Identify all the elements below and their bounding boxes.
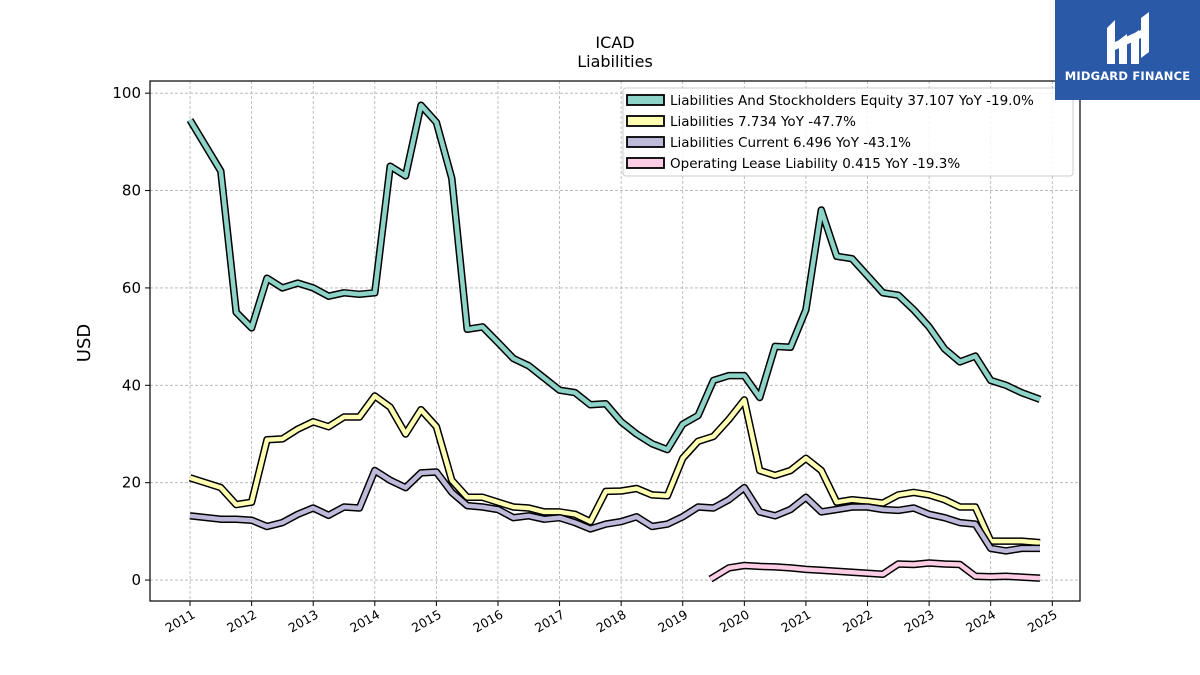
x-tick-label: 2016 bbox=[470, 607, 505, 636]
x-tick-label: 2017 bbox=[532, 607, 567, 636]
x-tick-label: 2012 bbox=[224, 607, 259, 636]
x-tick-label: 2011 bbox=[162, 607, 197, 636]
legend-label: Liabilities And Stockholders Equity 37.1… bbox=[670, 93, 1034, 109]
legend-label: Operating Lease Liability 0.415 YoY -19.… bbox=[670, 156, 960, 172]
x-tick-label: 2024 bbox=[963, 607, 998, 636]
y-axis-ticks: 0 20 40 60 80 100 bbox=[112, 84, 150, 589]
x-tick-label: 2020 bbox=[717, 607, 752, 636]
plot-frame bbox=[149, 80, 1081, 602]
chart-title: ICAD bbox=[595, 33, 634, 52]
y-tick-label: 20 bbox=[122, 474, 141, 492]
legend-label: Liabilities Current 6.496 YoY -43.1% bbox=[670, 135, 911, 151]
y-axis-label: USD bbox=[74, 324, 95, 362]
legend-swatch bbox=[626, 94, 665, 106]
x-tick-label: 2021 bbox=[778, 607, 813, 636]
legend-box bbox=[622, 87, 1074, 177]
x-tick-label: 2014 bbox=[347, 607, 382, 636]
series-line-3 bbox=[709, 560, 1041, 582]
series-layer bbox=[186, 101, 1042, 583]
y-tick-label: 60 bbox=[122, 279, 141, 297]
y-tick-label: 80 bbox=[122, 182, 141, 200]
x-axis-ticks: 2011 2012 2013 2014 2015 2016 2017 2018 2019 2020… bbox=[162, 601, 1060, 636]
series-line-2 bbox=[189, 468, 1040, 554]
legend: Liabilities And Stockholders Equity 37.1… bbox=[622, 87, 1074, 177]
logo-text: MIDGARD FINANCE bbox=[1064, 69, 1191, 83]
x-tick-label: 2025 bbox=[1025, 607, 1060, 636]
y-tick-label: 40 bbox=[122, 376, 141, 394]
legend-swatch bbox=[626, 157, 665, 169]
series-line-1 bbox=[189, 393, 1041, 545]
midgard-logo-icon bbox=[1107, 12, 1149, 64]
chart-subtitle: Liabilities bbox=[577, 52, 653, 71]
x-tick-label: 2015 bbox=[409, 607, 444, 636]
series-line-0 bbox=[188, 103, 1041, 452]
x-tick-label: 2022 bbox=[840, 607, 875, 636]
midgard-logo: MIDGARD FINANCE bbox=[1055, 0, 1200, 100]
y-tick-label: 100 bbox=[112, 84, 141, 102]
x-tick-label: 2023 bbox=[902, 607, 937, 636]
legend-swatch bbox=[626, 115, 665, 127]
x-tick-label: 2019 bbox=[655, 607, 690, 636]
y-tick-label: 0 bbox=[131, 571, 141, 589]
x-tick-label: 2018 bbox=[594, 607, 629, 636]
x-tick-label: 2013 bbox=[286, 607, 321, 636]
legend-label: Liabilities 7.734 YoY -47.7% bbox=[670, 114, 856, 130]
legend-swatch bbox=[626, 136, 665, 148]
